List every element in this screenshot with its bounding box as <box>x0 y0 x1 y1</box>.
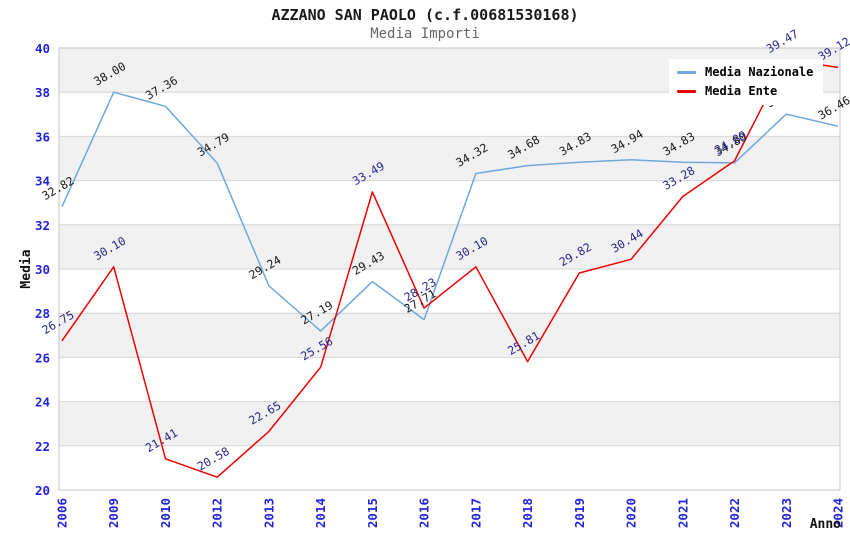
x-tick-2023: 2023 <box>779 498 794 528</box>
x-tick-2016: 2016 <box>417 498 432 528</box>
x-tick-2022: 2022 <box>727 498 742 528</box>
x-tick-2014: 2014 <box>313 498 328 528</box>
x-tick-2010: 2010 <box>158 498 173 528</box>
y-tick-26: 26 <box>35 350 50 365</box>
plot-band <box>59 401 840 446</box>
plot-border <box>58 47 841 491</box>
y-tick-32: 32 <box>35 218 50 233</box>
y-tick-30: 30 <box>35 262 50 277</box>
series-line-media-ente <box>61 58 839 478</box>
legend-item-media-nazionale: Media Nazionale <box>677 65 813 79</box>
x-tick-2019: 2019 <box>572 498 587 528</box>
y-tick-40: 40 <box>35 41 50 56</box>
y-tick-38: 38 <box>35 85 50 100</box>
legend-line-sample-ente <box>677 89 696 93</box>
plot-band <box>59 313 840 358</box>
chart-title: AZZANO SAN PAOLO (c.f.00681530168) <box>271 6 579 24</box>
y-tick-20: 20 <box>35 483 50 498</box>
x-tick-2012: 2012 <box>210 498 225 528</box>
y-axis-title: Media <box>19 249 34 288</box>
x-tick-2017: 2017 <box>468 498 483 528</box>
x-tick-2024: 2024 <box>831 498 846 528</box>
legend-label-ente: Media Ente <box>705 84 778 98</box>
x-tick-2015: 2015 <box>365 498 380 528</box>
y-tick-34: 34 <box>35 174 50 189</box>
x-tick-2013: 2013 <box>261 498 276 528</box>
chart-subtitle: Media Importi <box>370 26 480 42</box>
series-line-media-nazionale <box>61 91 839 332</box>
x-tick-2018: 2018 <box>520 498 535 528</box>
x-tick-2020: 2020 <box>624 498 639 528</box>
x-tick-2006: 2006 <box>55 498 70 528</box>
y-tick-36: 36 <box>35 129 50 144</box>
legend-line-sample-nazionale <box>677 70 696 74</box>
y-tick-22: 22 <box>35 439 50 454</box>
x-axis-title: Anno <box>810 517 841 532</box>
x-tick-2009: 2009 <box>106 498 121 528</box>
plot-band <box>59 136 840 181</box>
y-tick-28: 28 <box>35 306 50 321</box>
y-tick-24: 24 <box>35 395 50 410</box>
legend-label-nazionale: Media Nazionale <box>705 65 814 79</box>
chart-legend: Media Nazionale Media Ente <box>669 59 824 105</box>
legend-item-media-ente: Media Ente <box>677 84 813 98</box>
x-tick-2021: 2021 <box>675 498 690 528</box>
